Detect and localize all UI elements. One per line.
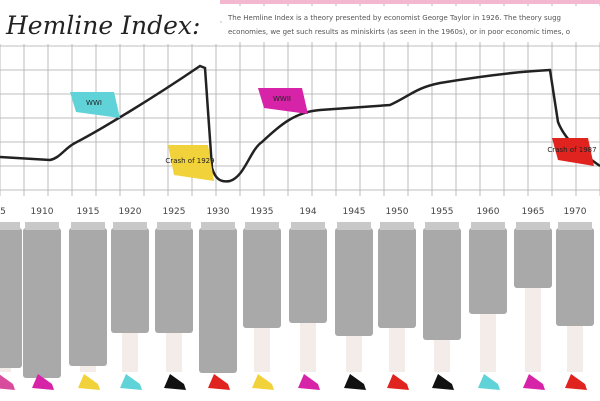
top-strip bbox=[0, 0, 600, 4]
skirt bbox=[335, 228, 373, 336]
leg bbox=[300, 317, 316, 372]
event-flag bbox=[168, 145, 214, 181]
shoe bbox=[387, 374, 409, 390]
shoe bbox=[478, 374, 500, 390]
event-label: WWI bbox=[86, 99, 102, 107]
event-label: WWII bbox=[273, 95, 291, 103]
year-label: 1930 bbox=[207, 207, 230, 217]
shoe bbox=[164, 374, 186, 390]
waistband bbox=[0, 222, 20, 230]
waistband bbox=[113, 222, 147, 230]
skirt bbox=[23, 228, 61, 378]
title: Hemline Index: bbox=[5, 11, 200, 40]
shoe bbox=[32, 374, 54, 390]
year-label: 1945 bbox=[343, 207, 366, 217]
desc-bg bbox=[222, 6, 600, 42]
waistband bbox=[157, 222, 191, 230]
event-label: Crash of 1929 bbox=[165, 157, 214, 165]
year-label: 1920 bbox=[119, 207, 142, 217]
shoe bbox=[78, 374, 100, 390]
shoe bbox=[208, 374, 230, 390]
shoe bbox=[252, 374, 274, 390]
waistband bbox=[558, 222, 592, 230]
shoe bbox=[432, 374, 454, 390]
event-flag bbox=[552, 138, 594, 166]
leg bbox=[525, 282, 541, 372]
shoe bbox=[120, 374, 142, 390]
waistband bbox=[71, 222, 105, 230]
leg bbox=[346, 330, 362, 372]
year-label: 1915 bbox=[77, 207, 100, 217]
shoe bbox=[523, 374, 545, 390]
skirt bbox=[289, 228, 327, 323]
event-flag bbox=[70, 92, 120, 118]
skirt bbox=[378, 228, 416, 328]
year-label: 1960 bbox=[477, 207, 500, 217]
shoe bbox=[565, 374, 587, 390]
waistband bbox=[471, 222, 505, 230]
title-bg bbox=[0, 0, 220, 44]
year-label: 194 bbox=[299, 207, 316, 217]
year-label: 1970 bbox=[564, 207, 587, 217]
year-label: 1950 bbox=[386, 207, 409, 217]
skirt bbox=[243, 228, 281, 328]
waistband bbox=[201, 222, 235, 230]
skirts: 5 1910 1915 1920 1925 1930 1935 194 1945 1950 1955… bbox=[0, 207, 594, 390]
year-label: 1925 bbox=[163, 207, 186, 217]
year-label: 1955 bbox=[431, 207, 454, 217]
leg bbox=[122, 327, 138, 372]
shoe bbox=[0, 374, 15, 390]
event-flag bbox=[258, 88, 308, 114]
hemline-curve bbox=[0, 64, 600, 183]
description: The Hemline Index is a theory presented … bbox=[227, 14, 561, 22]
year-label: 1910 bbox=[31, 207, 54, 217]
skirt bbox=[111, 228, 149, 333]
skirt bbox=[556, 228, 594, 326]
waistband bbox=[25, 222, 59, 230]
leg bbox=[166, 327, 182, 372]
waistband bbox=[245, 222, 279, 230]
leg bbox=[389, 322, 405, 372]
waistband bbox=[337, 222, 371, 230]
shoe bbox=[298, 374, 320, 390]
skirt bbox=[423, 228, 461, 340]
year-label: 5 bbox=[0, 207, 6, 217]
waistband bbox=[425, 222, 459, 230]
waistband bbox=[516, 222, 550, 230]
waistband bbox=[380, 222, 414, 230]
skirt bbox=[69, 228, 107, 366]
shoe bbox=[344, 374, 366, 390]
year-label: 1965 bbox=[522, 207, 545, 217]
leg bbox=[480, 308, 496, 372]
skirt bbox=[155, 228, 193, 333]
leg bbox=[434, 334, 450, 372]
flags: WWI Crash of 1929 WWII Crash of 1987 bbox=[70, 88, 597, 181]
skirt bbox=[199, 228, 237, 373]
event-label: Crash of 1987 bbox=[547, 146, 596, 154]
skirt bbox=[469, 228, 507, 314]
skirt bbox=[0, 228, 22, 368]
year-label: 1935 bbox=[251, 207, 274, 217]
leg bbox=[254, 322, 270, 372]
description: economies, we get such results as minisk… bbox=[228, 28, 570, 36]
skirt bbox=[514, 228, 552, 288]
leg bbox=[567, 320, 583, 372]
waistband bbox=[291, 222, 325, 230]
